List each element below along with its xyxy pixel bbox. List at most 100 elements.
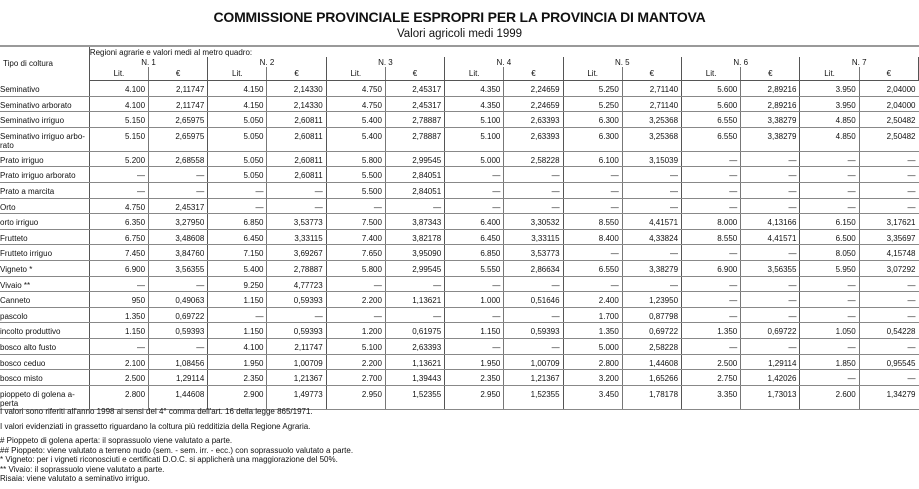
- crop-name: Vivaio **: [0, 276, 90, 293]
- euro-value: 3,69267: [266, 244, 327, 261]
- lira-value: —: [89, 182, 150, 199]
- euro-value: 1,39443: [385, 369, 446, 386]
- euro-value: 0,59393: [266, 291, 327, 308]
- lira-value: 1.350: [563, 322, 623, 339]
- euro-value: 2,63393: [385, 338, 446, 355]
- lira-value: 4.750: [89, 198, 150, 215]
- footnotes: I valori sono riferiti all'anno 1998 ai …: [0, 407, 353, 484]
- lira-value: 5.150: [89, 111, 150, 128]
- lira-value: 6.300: [563, 127, 623, 152]
- euro-value: 1,44608: [622, 354, 683, 371]
- region-group-header: N. 5: [563, 57, 683, 67]
- crop-name: Seminativo arborato: [0, 96, 90, 113]
- euro-value: 2,84051: [385, 182, 446, 199]
- euro-value: 2,65975: [148, 127, 209, 152]
- table-row: Canneto 950 0,49063 1.150 0,59393 2.200 1,1362…: [0, 291, 919, 308]
- region-group-header: N. 4: [444, 57, 564, 67]
- euro-value: —: [266, 307, 327, 324]
- euro-value: 3,35697: [859, 229, 919, 246]
- lira-value: 5.800: [326, 151, 386, 168]
- euro-value: —: [622, 166, 683, 183]
- lira-value: 4.750: [326, 96, 386, 113]
- euro-value: 0,59393: [503, 322, 564, 339]
- table-row: Seminativo irriguo arbo-rato 5.150 2,65975…: [0, 127, 919, 152]
- euro-value: —: [503, 182, 564, 199]
- euro-value: 2,60811: [266, 127, 327, 152]
- euro-value: 3,38279: [740, 111, 801, 128]
- crop-name: Orto: [0, 198, 90, 215]
- euro-value: —: [740, 182, 801, 199]
- lira-value: 6.350: [89, 213, 150, 230]
- lit-header: Lit.: [444, 67, 505, 81]
- euro-value: 2,24659: [503, 96, 564, 113]
- euro-value: 0,69722: [622, 322, 683, 339]
- lira-value: 6.100: [563, 151, 623, 168]
- euro-value: 3,15039: [622, 151, 683, 168]
- euro-value: 2,14330: [266, 80, 327, 97]
- crop-name: bosco ceduo: [0, 354, 90, 371]
- crop-name: Frutteto irriguo: [0, 244, 90, 261]
- euro-value: 1,52355: [503, 385, 564, 410]
- footnote: ** Vivaio: il soprassuolo viene valutato…: [0, 464, 165, 474]
- table-row: orto irriguo 6.350 3,27950 6.850 3,53773 7.50…: [0, 213, 919, 230]
- euro-value: —: [859, 182, 919, 199]
- euro-value: —: [503, 276, 564, 293]
- euro-value: 1,21367: [503, 369, 564, 386]
- euro-value: 2,14330: [266, 96, 327, 113]
- table-row: pascolo 1.350 0,69722— — — — — —1.700 0,87798— — —…: [0, 307, 919, 324]
- lira-value: 2.200: [326, 291, 386, 308]
- euro-value: 3,56355: [148, 260, 209, 277]
- crop-name: bosco alto fusto: [0, 338, 90, 355]
- footnote: # Pioppeto di golena aperta: il soprassu…: [0, 436, 233, 445]
- lira-value: —: [563, 198, 623, 215]
- euro-value: —: [740, 198, 801, 215]
- lira-value: 7.150: [207, 244, 268, 261]
- lira-value: 1.350: [681, 322, 742, 339]
- lira-value: 1.200: [326, 322, 386, 339]
- euro-value: 3,56355: [740, 260, 801, 277]
- euro-value: —: [859, 338, 919, 355]
- crop-name: Seminativo: [0, 80, 90, 97]
- column-header-tipo: Tipo di coltura: [0, 45, 90, 81]
- lira-value: 2.100: [89, 354, 150, 371]
- euro-value: 3,30532: [503, 213, 564, 230]
- euro-value: 2,60811: [266, 166, 327, 183]
- region-group-header: N. 7: [799, 57, 919, 67]
- euro-value: 3,38279: [740, 127, 801, 152]
- euro-value: 4,15748: [859, 244, 919, 261]
- lira-value: 5.400: [207, 260, 268, 277]
- lit-header: Lit.: [563, 67, 623, 81]
- euro-value: 1,29114: [148, 369, 209, 386]
- euro-value: 1,78178: [622, 385, 683, 410]
- crop-name: Canneto: [0, 291, 90, 308]
- lira-value: 7.400: [326, 229, 386, 246]
- table-row: bosco ceduo 2.100 1,08456 1.950 1,00709 2.200…: [0, 354, 919, 371]
- lira-value: 950: [89, 291, 150, 308]
- lira-value: 5.200: [89, 151, 150, 168]
- euro-value: 2,89216: [740, 80, 801, 97]
- euro-value: 2,78887: [385, 111, 446, 128]
- euro-value: 4,13166: [740, 213, 801, 230]
- euro-value: 1,23950: [622, 291, 683, 308]
- euro-value: 4,77723: [266, 276, 327, 293]
- euro-value: —: [385, 198, 446, 215]
- lira-value: 8.000: [681, 213, 742, 230]
- euro-value: 2,50482: [859, 127, 919, 152]
- lira-value: 6.450: [444, 229, 505, 246]
- lira-value: —: [799, 307, 860, 324]
- euro-value: 0,54228: [859, 322, 919, 339]
- euro-value: 4,41571: [622, 213, 683, 230]
- lira-value: —: [207, 307, 268, 324]
- lira-value: —: [444, 276, 505, 293]
- lira-value: 4.150: [207, 80, 268, 97]
- lira-value: 1.850: [799, 354, 860, 371]
- lira-value: 6.150: [799, 213, 860, 230]
- euro-value: 0,69722: [740, 322, 801, 339]
- table-row: Prato irriguo arborato — —5.050 2,60811 5.50…: [0, 166, 919, 183]
- lira-value: 1.150: [207, 322, 268, 339]
- table-row: Prato a marcita — — — —5.500 2,84051— — — — — — — —: [0, 182, 919, 199]
- lira-value: —: [799, 369, 860, 386]
- euro-value: 3,95090: [385, 244, 446, 261]
- table-row: Seminativo arborato 4.100 2,11747 4.150 2,14…: [0, 96, 919, 113]
- euro-value: —: [385, 276, 446, 293]
